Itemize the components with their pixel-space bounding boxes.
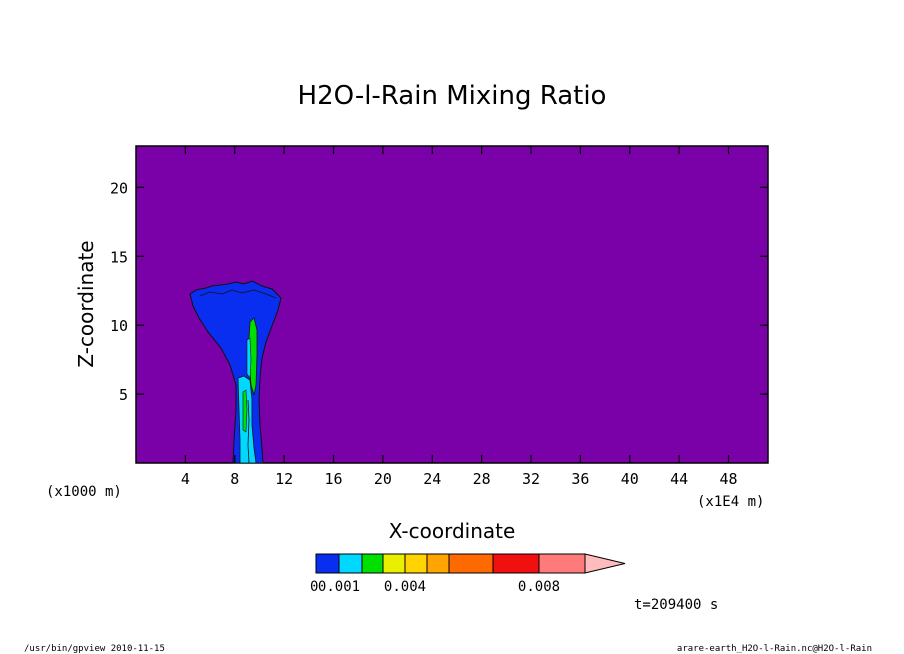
- colorbar-label-prefix: 0: [310, 579, 318, 595]
- y-axis-label: Z-coordinate: [74, 240, 98, 367]
- x-tick-label: 44: [670, 470, 688, 488]
- colorbar-tick-label: 0.008: [518, 579, 560, 595]
- colorbar-tick-label: 0.001: [318, 579, 360, 595]
- colorbar: [315, 553, 626, 574]
- x-unit-left: (x1000 m): [46, 484, 122, 500]
- footer-left: /usr/bin/gpview 2010-11-15: [24, 644, 165, 654]
- y-tick-label: 10: [110, 317, 128, 335]
- plume-outer-region: [189, 280, 282, 464]
- x-tick-label: 48: [719, 470, 737, 488]
- plume-inner-cyan: [237, 375, 257, 464]
- colorbar-segment: [315, 553, 340, 574]
- x-tick-label: 32: [522, 470, 540, 488]
- colorbar-segment: [361, 553, 384, 574]
- x-axis-label: X-coordinate: [389, 519, 516, 543]
- colorbar-segment: [538, 553, 586, 574]
- colorbar-segment: [382, 553, 406, 574]
- x-tick-label: 8: [230, 470, 239, 488]
- plume-inner-cyan-upper: [246, 337, 252, 379]
- x-axis-ticks: 4 8 12 16 20 24 28 32 36 40 44 48: [181, 146, 738, 488]
- x-tick-label: 40: [621, 470, 639, 488]
- colorbar-segment: [404, 553, 428, 574]
- y-tick-label: 15: [110, 248, 128, 266]
- colorbar-tick-label: 0.004: [384, 579, 426, 595]
- x-tick-label: 36: [571, 470, 589, 488]
- x-unit-right: (x1E4 m): [697, 494, 764, 510]
- colorbar-labels: 0 0.001 0.004 0.008: [310, 579, 560, 595]
- x-tick-label: 28: [473, 470, 491, 488]
- plume-top-ridge: [199, 289, 277, 299]
- colorbar-segment: [426, 553, 450, 574]
- x-tick-label: 16: [324, 470, 342, 488]
- x-tick-label: 20: [374, 470, 392, 488]
- x-tick-label: 24: [423, 470, 441, 488]
- y-tick-label: 20: [110, 179, 128, 197]
- plume-core-line: [247, 399, 250, 464]
- time-label: t=209400 s: [634, 597, 718, 613]
- rain-plume: [189, 280, 282, 464]
- footer-right: arare-earth_H2O-l-Rain.nc@H2O-l-Rain: [677, 644, 872, 654]
- x-tick-label: 12: [275, 470, 293, 488]
- y-axis-ticks: 5 10 15 20: [110, 179, 768, 404]
- colorbar-segment: [492, 553, 540, 574]
- chart-title: H2O-l-Rain Mixing Ratio: [298, 81, 607, 111]
- x-tick-label: 4: [181, 470, 190, 488]
- plume-inner-green-lower: [242, 389, 248, 433]
- colorbar-segment: [338, 553, 363, 574]
- colorbar-segment: [448, 553, 494, 574]
- y-tick-label: 5: [119, 386, 128, 404]
- colorbar-extension: [584, 553, 626, 574]
